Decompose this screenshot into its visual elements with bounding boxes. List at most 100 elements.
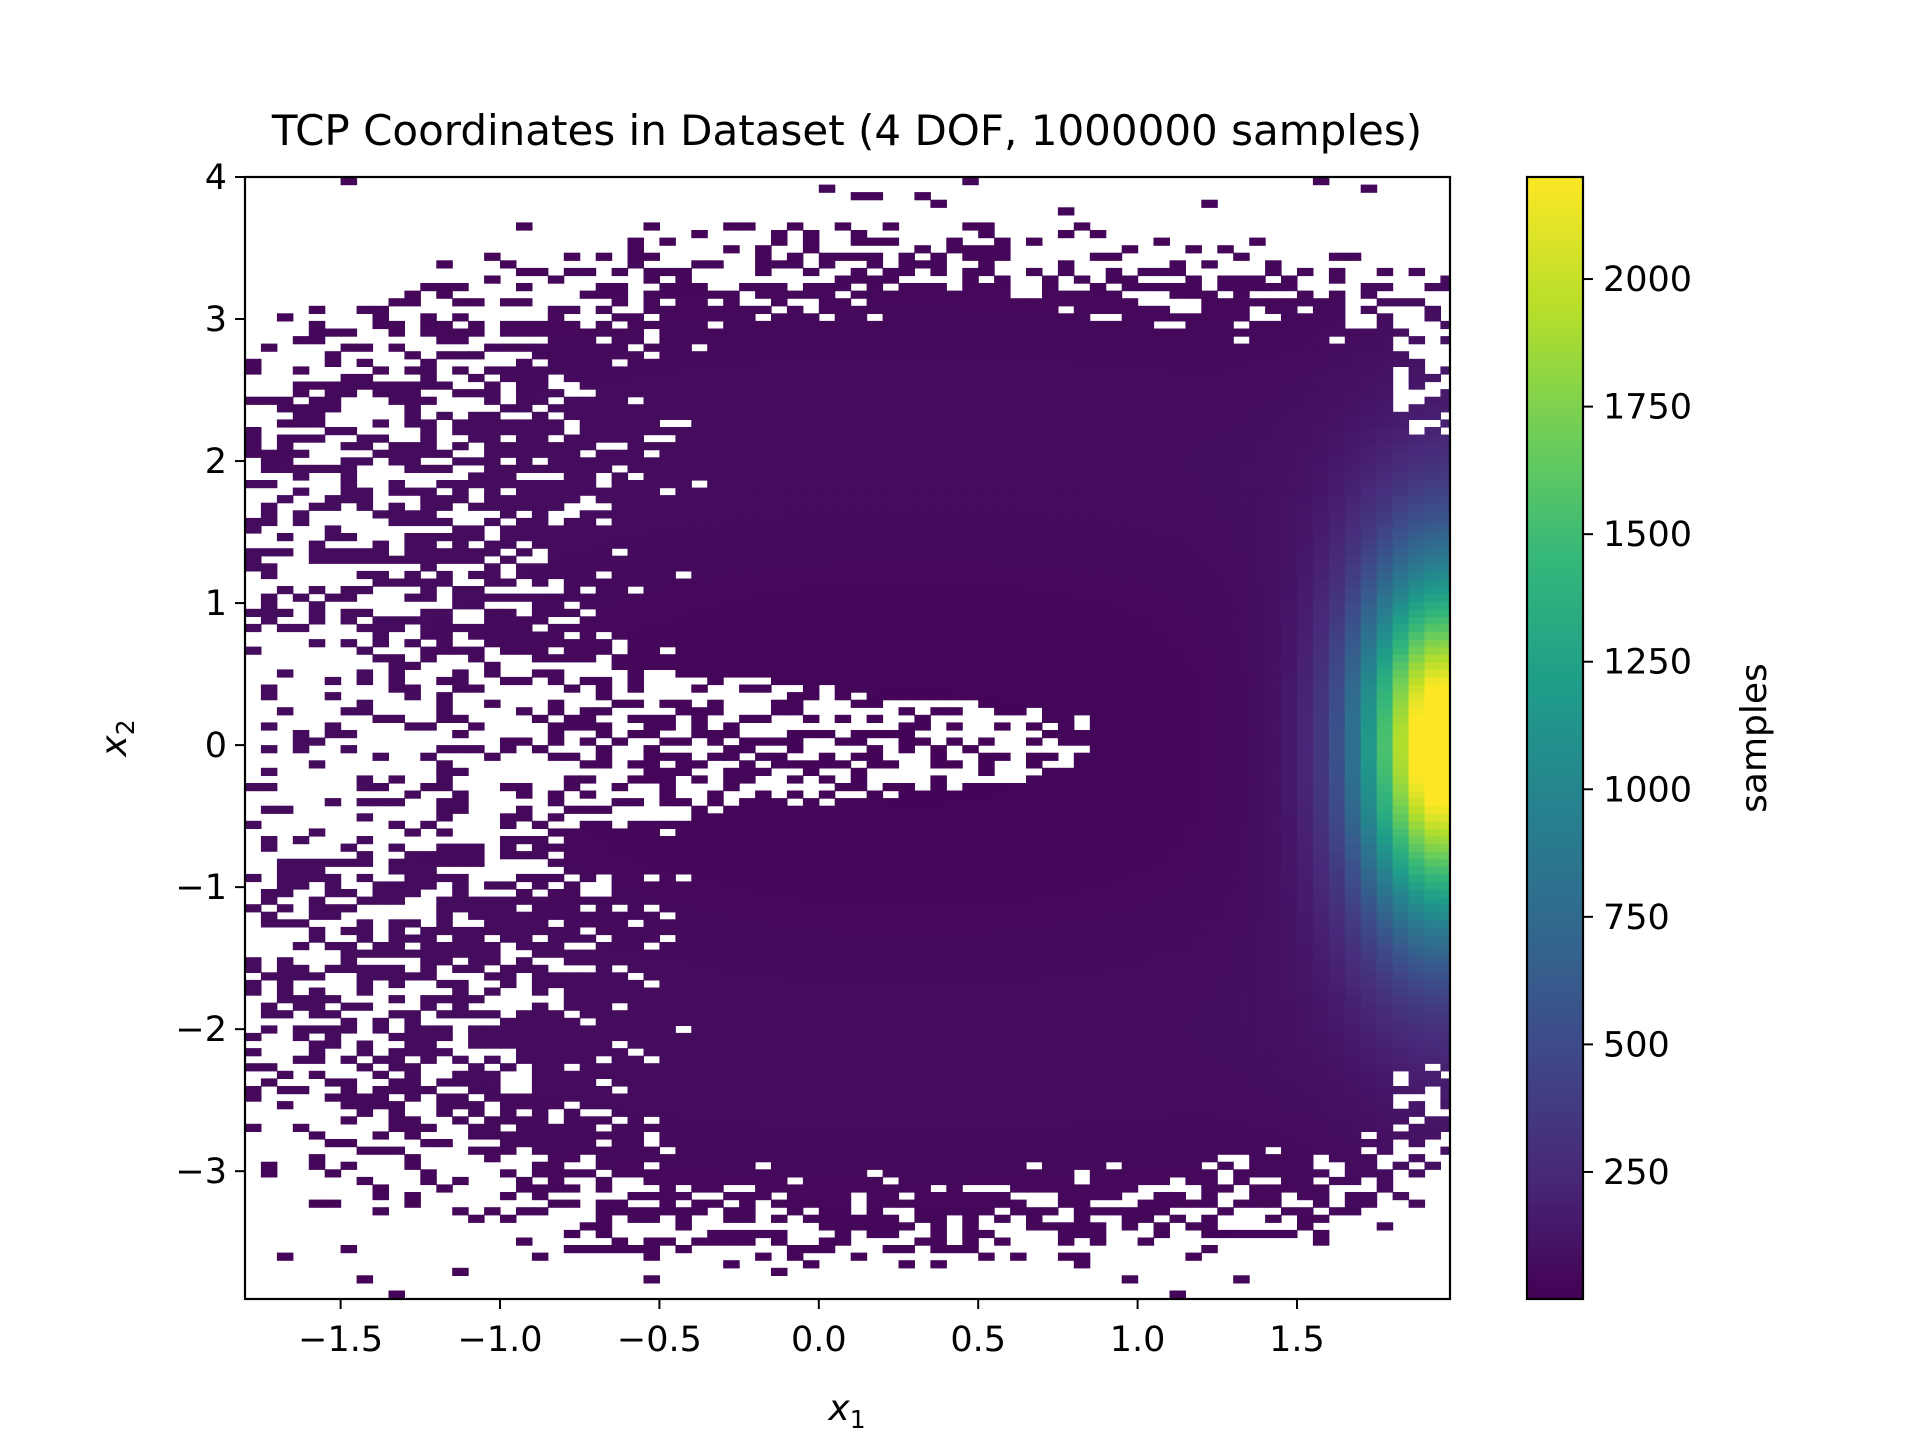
- heatmap-cell: [994, 252, 1011, 261]
- heatmap-cell: [882, 502, 900, 511]
- heatmap-cell: [1026, 1093, 1043, 1102]
- heatmap-cell: [818, 533, 836, 542]
- heatmap-cell: [420, 631, 437, 640]
- heatmap-cell: [834, 942, 852, 951]
- heatmap-cell: [595, 1093, 613, 1102]
- heatmap-cell: [292, 972, 310, 981]
- heatmap-cell: [914, 836, 931, 845]
- heatmap-cell: [882, 805, 900, 814]
- heatmap-cell: [707, 820, 724, 829]
- heatmap-cell: [1010, 305, 1027, 314]
- heatmap-cell: [771, 313, 788, 322]
- heatmap-cell: [850, 1184, 868, 1193]
- heatmap-cell: [786, 555, 804, 564]
- heatmap-cell: [627, 896, 644, 905]
- heatmap-cell: [516, 942, 533, 951]
- heatmap-cell: [659, 1154, 676, 1163]
- heatmap-cell: [420, 926, 437, 936]
- heatmap-cell: [1042, 434, 1059, 443]
- heatmap-cell: [914, 911, 931, 920]
- heatmap-cell: [834, 1123, 852, 1132]
- heatmap-cell: [1042, 1169, 1059, 1178]
- heatmap-cell: [771, 533, 788, 542]
- heatmap-cell: [1073, 1010, 1091, 1019]
- heatmap-cell: [1089, 873, 1107, 883]
- heatmap-cell: [723, 783, 740, 792]
- heatmap-cell: [866, 745, 884, 754]
- heatmap-cell: [1089, 320, 1107, 330]
- heatmap-cell: [420, 783, 437, 792]
- heatmap-cell: [866, 896, 884, 905]
- heatmap-cell: [994, 836, 1011, 845]
- heatmap-cell: [563, 934, 581, 943]
- heatmap-cell: [802, 1260, 820, 1269]
- heatmap-cell: [1089, 684, 1107, 693]
- heatmap-cell: [914, 692, 931, 701]
- heatmap-cell: [755, 351, 772, 360]
- heatmap-cell: [786, 1025, 804, 1034]
- heatmap-cell: [866, 714, 884, 723]
- heatmap-cell: [707, 404, 724, 413]
- heatmap-cell: [516, 343, 533, 352]
- heatmap-cell: [755, 1048, 772, 1057]
- heatmap-cell: [388, 1055, 405, 1064]
- heatmap-cell: [563, 995, 581, 1004]
- heatmap-cell: [595, 419, 613, 428]
- heatmap-cell: [1042, 419, 1059, 428]
- heatmap-cell: [850, 358, 868, 367]
- heatmap-cell: [516, 911, 533, 920]
- heatmap-cell: [547, 563, 565, 572]
- heatmap-cell: [962, 593, 979, 602]
- heatmap-cell: [882, 404, 900, 413]
- heatmap-cell: [627, 851, 644, 860]
- heatmap-cell: [914, 442, 931, 451]
- heatmap-cell: [500, 1146, 517, 1155]
- heatmap-cell: [563, 495, 581, 504]
- heatmap-cell: [898, 639, 915, 648]
- heatmap-cell: [531, 631, 549, 640]
- heatmap-cell: [771, 1002, 788, 1011]
- heatmap-cell: [994, 995, 1011, 1004]
- heatmap-cell: [755, 1040, 772, 1049]
- heatmap-cell: [643, 419, 660, 428]
- heatmap-cell: [1042, 343, 1059, 352]
- heatmap-cell: [547, 1078, 565, 1087]
- heatmap-cell: [1026, 1055, 1043, 1064]
- heatmap-cell: [691, 979, 708, 989]
- heatmap-cell: [436, 873, 453, 883]
- heatmap-cell: [340, 373, 358, 383]
- heatmap-cell: [516, 396, 533, 405]
- heatmap-cell: [388, 775, 405, 784]
- heatmap-cell: [707, 373, 724, 383]
- heatmap-cell: [1089, 851, 1107, 860]
- heatmap-cell: [1026, 881, 1043, 890]
- heatmap-cell: [356, 798, 374, 807]
- heatmap-cell: [372, 320, 389, 330]
- heatmap-cell: [962, 1123, 979, 1132]
- heatmap-cell: [500, 813, 517, 822]
- heatmap-cell: [547, 1070, 565, 1079]
- heatmap-cell: [834, 396, 852, 405]
- heatmap-cell: [452, 1078, 469, 1087]
- heatmap-cell: [547, 464, 565, 473]
- heatmap-cell: [850, 805, 868, 814]
- heatmap-cell: [978, 676, 995, 686]
- heatmap-cell: [866, 1116, 884, 1125]
- heatmap-cell: [898, 608, 915, 617]
- heatmap-cell: [707, 464, 724, 473]
- heatmap-cell: [675, 1131, 692, 1140]
- heatmap-cell: [420, 858, 437, 867]
- heatmap-cell: [611, 783, 629, 792]
- heatmap-cell: [707, 1131, 724, 1140]
- heatmap-cell: [1026, 472, 1043, 481]
- heatmap-cell: [802, 957, 820, 966]
- heatmap-cell: [723, 608, 740, 617]
- heatmap-cell: [245, 525, 246, 534]
- heatmap-cell: [739, 434, 756, 443]
- heatmap-cell: [914, 851, 931, 860]
- heatmap-cell: [691, 843, 708, 852]
- heatmap-cell: [723, 1010, 740, 1019]
- heatmap-cell: [786, 972, 804, 981]
- heatmap-cell: [372, 1086, 389, 1095]
- heatmap-cell: [436, 639, 453, 648]
